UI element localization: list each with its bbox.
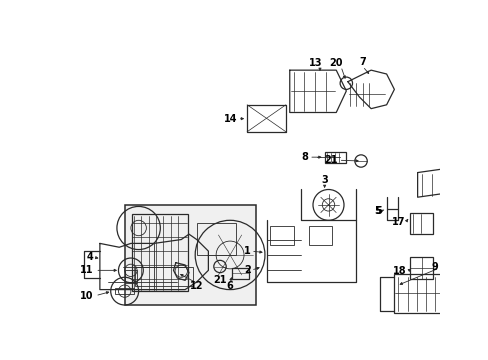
Text: 9: 9: [431, 261, 438, 271]
Text: 7: 7: [359, 58, 365, 67]
Bar: [132, 214, 188, 291]
Text: 18: 18: [392, 266, 406, 276]
Text: 2: 2: [244, 265, 250, 275]
Text: 13: 13: [308, 58, 322, 68]
Text: 1: 1: [244, 246, 250, 256]
Bar: [308, 226, 332, 245]
Text: 17: 17: [391, 217, 405, 227]
Text: 21: 21: [324, 155, 337, 165]
Text: 4: 4: [87, 252, 94, 262]
Bar: [196, 222, 235, 255]
Text: 5: 5: [374, 206, 381, 216]
Bar: [393, 274, 451, 313]
Text: 11: 11: [80, 265, 94, 275]
Text: 5: 5: [374, 206, 381, 216]
Bar: [324, 152, 346, 163]
Bar: [124, 270, 137, 283]
Text: 3: 3: [321, 175, 327, 185]
Bar: [135, 266, 192, 286]
Text: 8: 8: [301, 152, 308, 162]
Bar: [453, 280, 476, 300]
Text: 6: 6: [226, 281, 233, 291]
Bar: [409, 257, 432, 279]
Text: 12: 12: [190, 281, 203, 291]
Bar: [124, 205, 256, 305]
Bar: [115, 288, 134, 294]
Text: 21: 21: [213, 275, 226, 285]
Bar: [409, 213, 432, 234]
Text: 14: 14: [223, 114, 237, 123]
Bar: [270, 226, 293, 245]
Bar: [231, 268, 248, 279]
Text: 20: 20: [329, 58, 342, 68]
Text: 10: 10: [80, 291, 94, 301]
